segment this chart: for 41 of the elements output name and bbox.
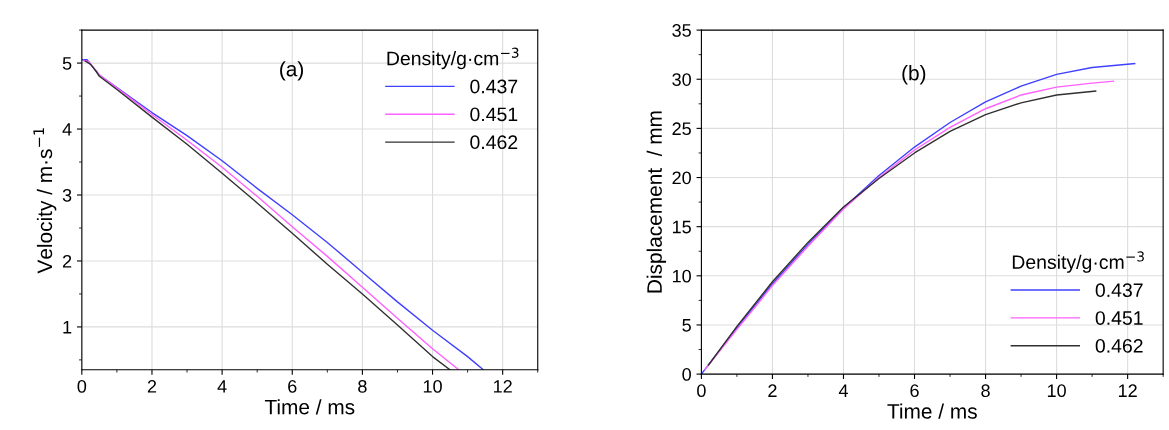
x-tick-label: 8 bbox=[981, 384, 990, 398]
y-tick-label: 25 bbox=[672, 122, 691, 136]
legend-label: 0.462 bbox=[1095, 338, 1143, 353]
x-tick-label: 12 bbox=[494, 380, 512, 393]
y-tick-label: 30 bbox=[672, 73, 691, 86]
annotation: (b) bbox=[902, 65, 926, 85]
legend-title: Density/g·cm$^{−3}$ bbox=[387, 47, 519, 70]
y-tick-label: 0 bbox=[682, 368, 691, 381]
x-tick-label: 2 bbox=[768, 384, 777, 397]
legend-title: Density/g·cm$^{−3}$ bbox=[1012, 251, 1144, 273]
annotation: (a) bbox=[280, 61, 303, 81]
x-tick-label: 6 bbox=[910, 384, 919, 398]
y-tick-label: 3 bbox=[62, 188, 72, 202]
y-tick-label: 1 bbox=[63, 321, 72, 334]
x-tick-label: 6 bbox=[288, 380, 297, 393]
x-tick-label: 4 bbox=[217, 380, 227, 393]
y-tick-label: 4 bbox=[62, 123, 72, 136]
legend-label: 0.451 bbox=[470, 107, 518, 122]
x-tick-label: 12 bbox=[1118, 384, 1137, 397]
x-axis-title: Time / ms bbox=[887, 403, 977, 419]
y-tick-label: 5 bbox=[682, 319, 691, 332]
legend-label: 0.437 bbox=[1095, 283, 1143, 298]
y-tick-label: 35 bbox=[672, 24, 691, 37]
legend-label: 0.462 bbox=[470, 135, 518, 150]
y-tick-label: 2 bbox=[62, 254, 72, 268]
y-axis-title: Displacement / mm bbox=[646, 111, 667, 293]
y-tick-label: 20 bbox=[672, 171, 691, 185]
x-tick-label: 8 bbox=[358, 380, 367, 393]
y-tick-label: 15 bbox=[672, 220, 691, 234]
y-tick-label: 10 bbox=[672, 269, 691, 283]
x-tick-label: 0 bbox=[77, 380, 87, 393]
x-tick-label: 10 bbox=[423, 380, 442, 393]
y-tick-label: 5 bbox=[62, 57, 72, 70]
x-tick-label: 4 bbox=[838, 384, 848, 397]
x-tick-label: 10 bbox=[1047, 384, 1066, 398]
x-tick-label: 2 bbox=[147, 380, 157, 393]
x-axis-title: Time / ms bbox=[264, 399, 355, 415]
legend-label: 0.437 bbox=[470, 79, 518, 94]
legend-label: 0.451 bbox=[1095, 311, 1143, 325]
x-tick-label: 0 bbox=[697, 384, 706, 398]
y-axis-title: Velocity / m·s$^{−1}$ bbox=[33, 128, 57, 274]
